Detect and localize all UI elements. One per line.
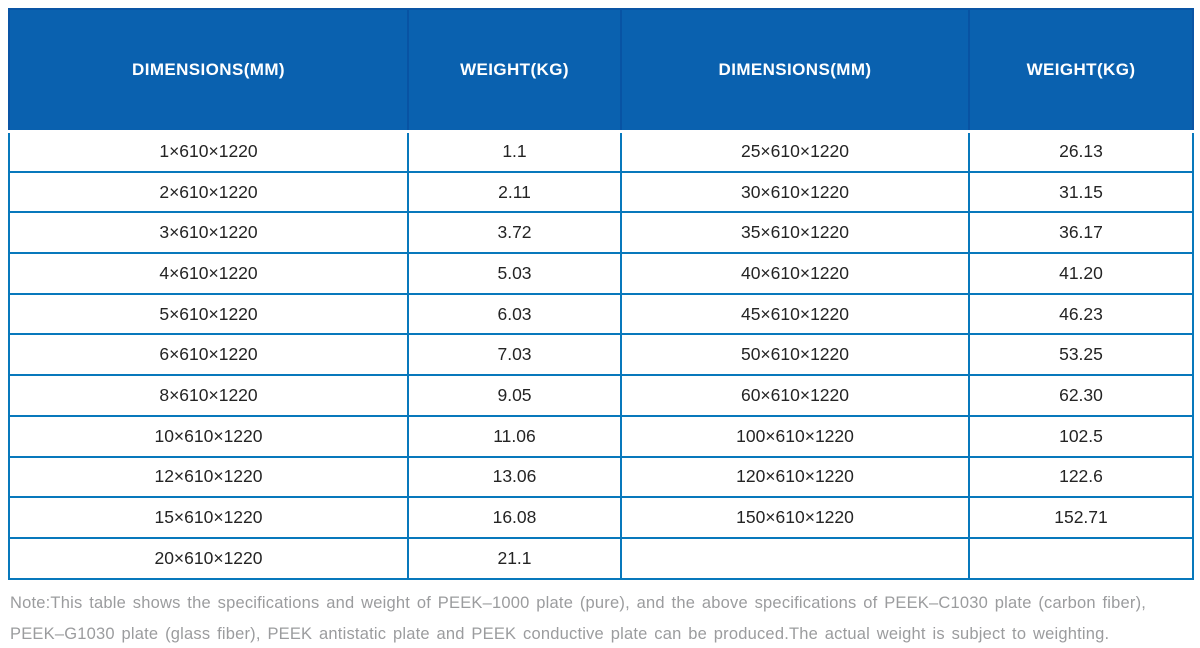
- dimension-cell-right: 45×610×1220: [620, 292, 970, 336]
- weight-cell-left: 13.06: [407, 455, 622, 499]
- table-row: 20×610×1220 21.1: [8, 536, 1194, 580]
- dimension-cell-left: 4×610×1220: [8, 252, 409, 295]
- weight-cell-left: 9.05: [407, 374, 622, 417]
- table-row: 3×610×1220 3.72 35×610×1220 36.17: [8, 211, 1194, 255]
- dimension-cell-right: 50×610×1220: [620, 333, 970, 377]
- weight-cell-left: 2.11: [407, 170, 622, 214]
- dimension-cell-left: 2×610×1220: [8, 170, 409, 214]
- weight-cell-left: 3.72: [407, 211, 622, 255]
- table-row: 8×610×1220 9.05 60×610×1220 62.30: [8, 374, 1194, 417]
- spec-table: DIMENSIONS(MM) WEIGHT(KG) DIMENSIONS(MM)…: [8, 8, 1194, 580]
- dimension-cell-right: 25×610×1220: [620, 130, 970, 173]
- dimension-cell-right: 60×610×1220: [620, 374, 970, 417]
- weight-cell-right: 122.6: [968, 455, 1194, 499]
- weight-cell-left: 5.03: [407, 252, 622, 295]
- weight-cell-right: 36.17: [968, 211, 1194, 255]
- weight-cell-right: 62.30: [968, 374, 1194, 417]
- dimension-cell-left: 12×610×1220: [8, 455, 409, 499]
- dimension-cell-right: 30×610×1220: [620, 170, 970, 214]
- dimension-cell-left: 10×610×1220: [8, 414, 409, 458]
- dimension-cell-right: [620, 536, 970, 580]
- weight-cell-left: 11.06: [407, 414, 622, 458]
- weight-cell-right: [968, 536, 1194, 580]
- dimension-cell-left: 6×610×1220: [8, 333, 409, 377]
- weight-cell-left: 21.1: [407, 536, 622, 580]
- table-row: 5×610×1220 6.03 45×610×1220 46.23: [8, 292, 1194, 336]
- dimension-cell-left: 5×610×1220: [8, 292, 409, 336]
- table-row: 12×610×1220 13.06 120×610×1220 122.6: [8, 455, 1194, 499]
- weight-cell-right: 31.15: [968, 170, 1194, 214]
- table-row: 10×610×1220 11.06 100×610×1220 102.5: [8, 414, 1194, 458]
- header-weight-right: WEIGHT(KG): [968, 8, 1194, 133]
- dimension-cell-left: 8×610×1220: [8, 374, 409, 417]
- weight-cell-right: 53.25: [968, 333, 1194, 377]
- weight-cell-right: 152.71: [968, 496, 1194, 539]
- header-weight-left: WEIGHT(KG): [407, 8, 621, 133]
- dimension-cell-right: 35×610×1220: [620, 211, 970, 255]
- dimension-cell-right: 150×610×1220: [620, 496, 970, 539]
- header-row: DIMENSIONS(MM) WEIGHT(KG) DIMENSIONS(MM)…: [8, 8, 1194, 133]
- dimension-cell-left: 1×610×1220: [8, 130, 409, 173]
- dimension-cell-left: 20×610×1220: [8, 536, 409, 580]
- weight-cell-right: 41.20: [968, 252, 1194, 295]
- weight-cell-left: 1.1: [407, 130, 622, 173]
- dimension-cell-right: 120×610×1220: [620, 455, 970, 499]
- note-text: Note:This table shows the specifications…: [10, 594, 1147, 643]
- header-dimensions-left: DIMENSIONS(MM): [8, 8, 408, 133]
- weight-cell-left: 16.08: [407, 496, 622, 539]
- weight-cell-left: 6.03: [407, 292, 622, 336]
- dimension-cell-right: 100×610×1220: [620, 414, 970, 458]
- dimension-cell-right: 40×610×1220: [620, 252, 970, 295]
- table-row: 1×610×1220 1.1 25×610×1220 26.13: [8, 130, 1194, 173]
- dimension-cell-left: 15×610×1220: [8, 496, 409, 539]
- dimension-cell-left: 3×610×1220: [8, 211, 409, 255]
- spec-table-container: DIMENSIONS(MM) WEIGHT(KG) DIMENSIONS(MM)…: [8, 8, 1194, 580]
- weight-cell-right: 46.23: [968, 292, 1194, 336]
- table-row: 6×610×1220 7.03 50×610×1220 53.25: [8, 333, 1194, 377]
- table-row: 2×610×1220 2.11 30×610×1220 31.15: [8, 170, 1194, 214]
- header-dimensions-right: DIMENSIONS(MM): [620, 8, 969, 133]
- weight-cell-left: 7.03: [407, 333, 622, 377]
- table-row: 4×610×1220 5.03 40×610×1220 41.20: [8, 252, 1194, 295]
- weight-cell-right: 26.13: [968, 130, 1194, 173]
- spec-table-body: 1×610×1220 1.1 25×610×1220 26.13 2×610×1220 2…: [8, 130, 1194, 580]
- weight-cell-right: 102.5: [968, 414, 1194, 458]
- table-row: 15×610×1220 16.08 150×610×1220 152.71: [8, 496, 1194, 539]
- spec-table-header: DIMENSIONS(MM) WEIGHT(KG) DIMENSIONS(MM)…: [8, 8, 1194, 133]
